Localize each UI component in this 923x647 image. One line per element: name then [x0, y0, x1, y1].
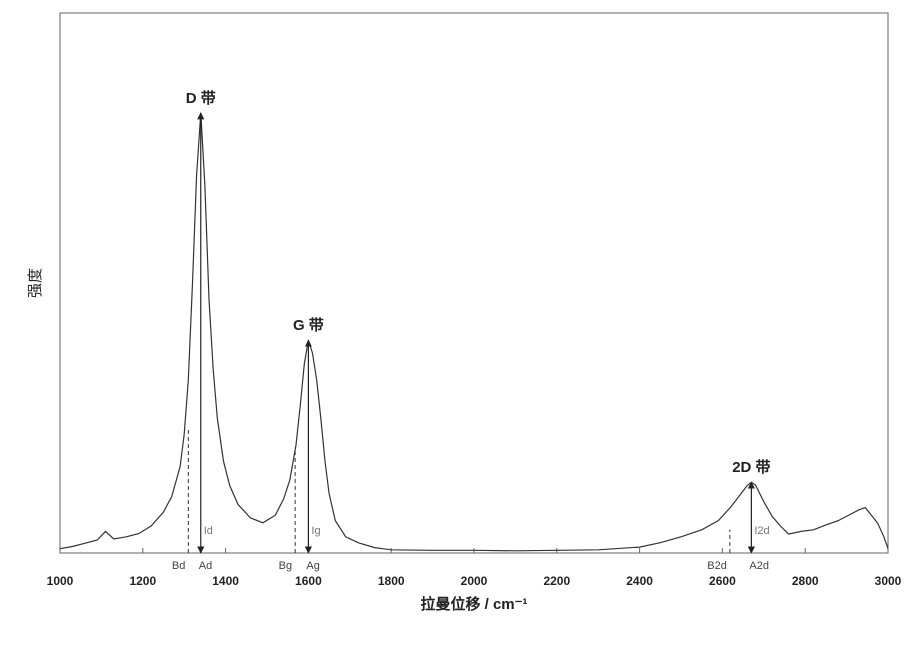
peak-label: 2D 带 [732, 459, 770, 476]
x-tick-label: 3000 [875, 574, 902, 588]
x-tick-label: 1400 [212, 574, 239, 588]
x-tick-label: 1800 [378, 574, 405, 588]
peak-label: D 带 [186, 90, 216, 107]
peak-base-label: A2d [749, 560, 769, 572]
peak-height-label: Id [204, 525, 213, 537]
spectrum-line [60, 113, 888, 551]
x-tick-label: 1000 [47, 574, 74, 588]
chart: 拉曼位移 / cm⁻¹ 强度 1000 1200 1400 1600 1800 2000 2… [0, 0, 923, 642]
x-axis-title: 拉曼位移 / cm⁻¹ [420, 595, 527, 613]
peak-height-label: I2d [754, 525, 769, 537]
baseline-label: Bd [172, 560, 185, 572]
x-tick-label: 1200 [129, 574, 156, 588]
peak-height-label: Ig [311, 525, 320, 537]
baseline-label: Bg [279, 560, 292, 572]
peak-base-label: Ad [199, 560, 212, 572]
x-tick-label: 2600 [709, 574, 736, 588]
y-axis-title: 强度 [27, 268, 44, 298]
peak-label: G 带 [293, 317, 324, 334]
x-tick-label: 2800 [792, 574, 819, 588]
x-tick-label: 2200 [543, 574, 570, 588]
peak-base-label: Ag [306, 560, 319, 572]
baseline-label: B2d [707, 560, 727, 572]
x-tick-label: 2400 [626, 574, 653, 588]
x-tick-label: 1600 [295, 574, 322, 588]
x-tick-label: 2000 [461, 574, 488, 588]
